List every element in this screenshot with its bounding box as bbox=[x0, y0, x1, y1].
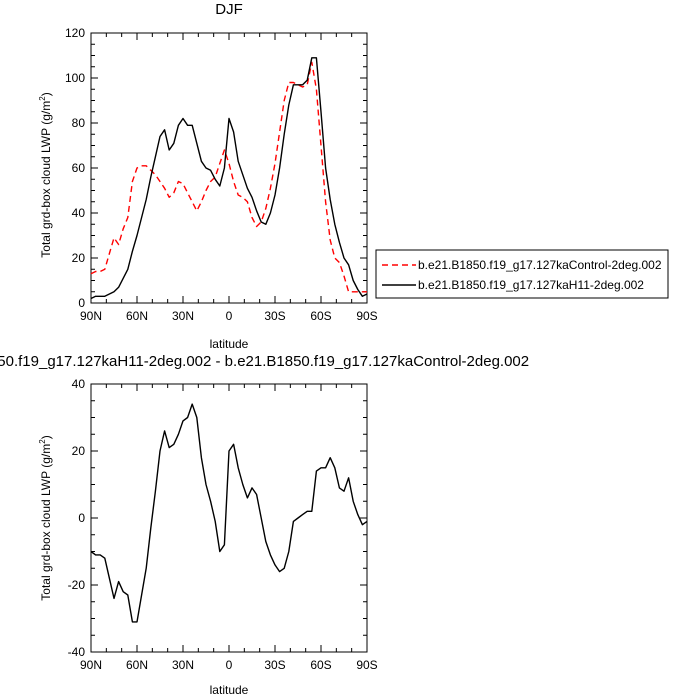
panel1-xtick-label: 90N bbox=[80, 309, 102, 323]
panel2-xtick-label: 90N bbox=[80, 658, 102, 672]
panel1-xtick-label: 60S bbox=[310, 309, 331, 323]
panel2-xtick-label: 60S bbox=[310, 658, 331, 672]
panel2-frame bbox=[90, 383, 368, 653]
panel1-ytick-label: 80 bbox=[72, 116, 86, 130]
panel2-xtick-label: 30N bbox=[172, 658, 194, 672]
panel2-ytick-label: -40 bbox=[68, 645, 86, 659]
panel2-ytick-label: -20 bbox=[68, 578, 86, 592]
panel1-ytick-label: 0 bbox=[78, 296, 85, 310]
panel2-y-axis-label: Total grd-box cloud LWP (g/m2) bbox=[38, 435, 53, 600]
legend-frame bbox=[375, 249, 669, 299]
panel1-xtick-label: 60N bbox=[126, 309, 148, 323]
panel1-ytick-label: 100 bbox=[65, 71, 85, 85]
panel2-ytick-label: 20 bbox=[72, 444, 86, 458]
panel1-series-line-1 bbox=[90, 57, 368, 300]
panel2-plot-area: 90N 60N 30N 0 30S 60S 90S -40 -20 0 20 40 bbox=[68, 377, 378, 672]
panel2-xtick-label: 30S bbox=[264, 658, 285, 672]
panel1-ytick-label: 60 bbox=[72, 161, 86, 175]
panel2-ytick-label: 0 bbox=[78, 511, 85, 525]
panel2-xtick-label: 90S bbox=[356, 658, 377, 672]
panel2-xtick-label: 0 bbox=[226, 658, 233, 672]
panel1-xtick-label: 30S bbox=[264, 309, 285, 323]
panel1-xtick-label: 30N bbox=[172, 309, 194, 323]
panel1-ytick-label: 20 bbox=[72, 251, 86, 265]
legend-label-control: b.e21.B1850.f19_g17.127kaControl-2deg.00… bbox=[418, 258, 662, 272]
panel2-title: b.e21.B1850.f19_g17.127kaH11-2deg.002 - … bbox=[0, 353, 529, 370]
panel1-series-line-0 bbox=[90, 61, 367, 293]
legend-label-h11: b.e21.B1850.f19_g17.127kaH11-2deg.002 bbox=[418, 278, 644, 292]
panel1-ytick-label: 120 bbox=[65, 26, 85, 40]
panel2-xtick-label: 60N bbox=[126, 658, 148, 672]
svg-text:Total grd-box cloud LWP (g/m2): Total grd-box cloud LWP (g/m2) bbox=[38, 92, 53, 257]
panel1-xtick-label: 0 bbox=[226, 309, 233, 323]
panel2-ytick-label: 40 bbox=[72, 377, 86, 391]
panel1-y-axis-label: Total grd-box cloud LWP (g/m2) bbox=[38, 92, 53, 257]
panel2-x-axis-label: latitude bbox=[210, 683, 249, 697]
legend: b.e21.B1850.f19_g17.127kaControl-2deg.00… bbox=[375, 249, 669, 299]
panel1-x-axis-label: latitude bbox=[210, 337, 249, 351]
panel2-series-line-0 bbox=[90, 403, 368, 623]
svg-text:Total grd-box cloud LWP (g/m2): Total grd-box cloud LWP (g/m2) bbox=[38, 435, 53, 600]
panel1-ytick-label: 40 bbox=[72, 206, 86, 220]
panel1-title: DJF bbox=[215, 1, 243, 18]
panel1-plot-area: 90N 60N 30N 0 30S 60S 90S 0 20 40 60 80 100 120 bbox=[65, 26, 378, 323]
panel1-xtick-label: 90S bbox=[356, 309, 377, 323]
